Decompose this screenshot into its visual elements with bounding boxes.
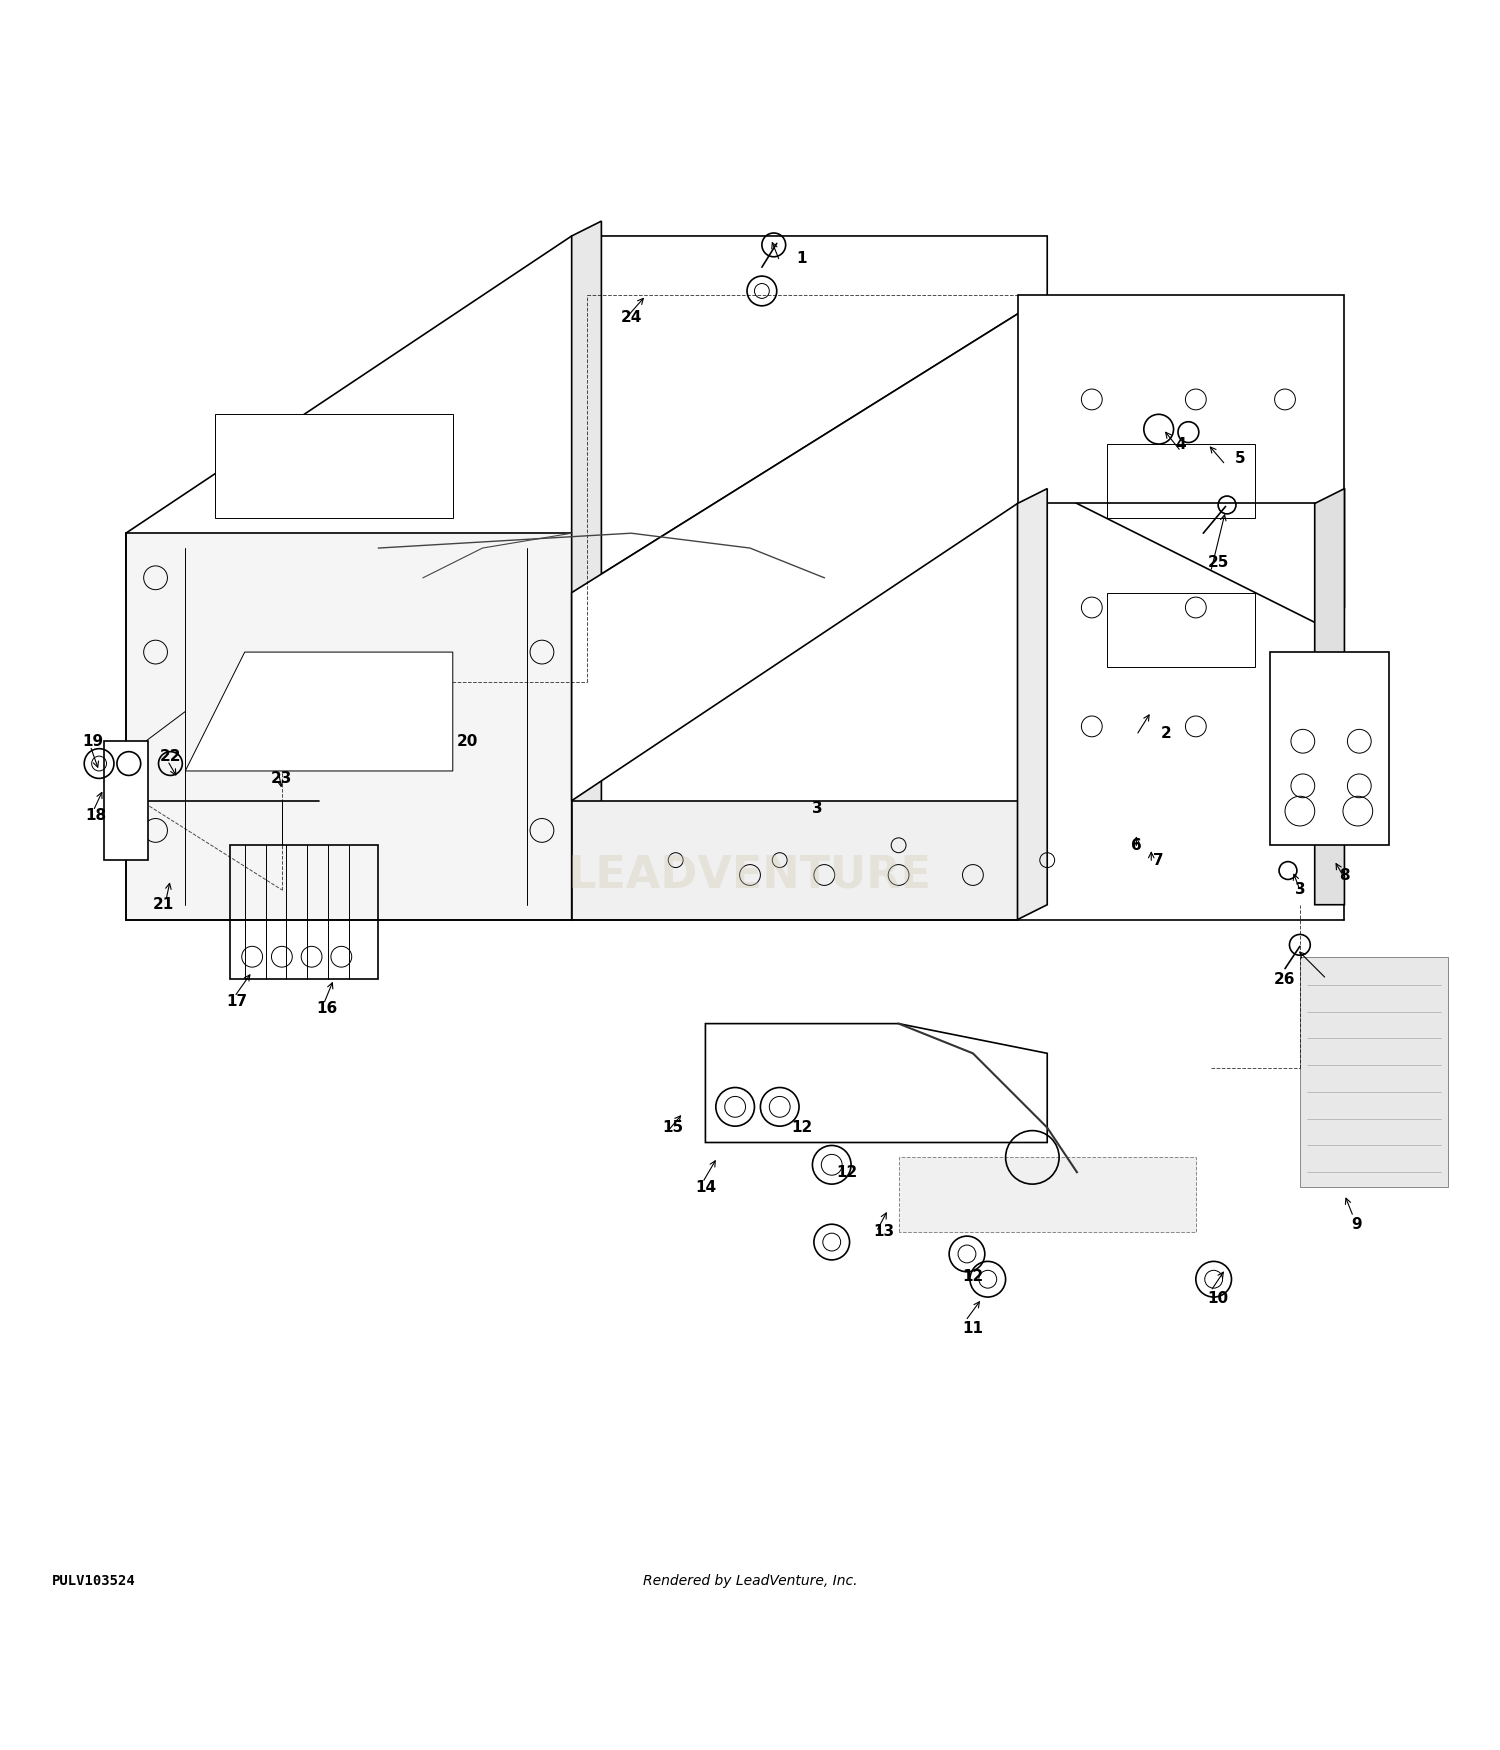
Text: 17: 17	[226, 994, 248, 1008]
Text: 8: 8	[1340, 868, 1350, 882]
Text: 12: 12	[963, 1269, 984, 1284]
Text: 25: 25	[1208, 555, 1228, 570]
Text: 4: 4	[1176, 436, 1186, 452]
Text: 1: 1	[796, 250, 807, 266]
Text: 3: 3	[1294, 882, 1305, 898]
Text: 26: 26	[1274, 971, 1296, 987]
Polygon shape	[705, 1024, 1047, 1143]
Bar	[230, 845, 378, 978]
Bar	[1107, 444, 1256, 518]
Polygon shape	[1270, 653, 1389, 845]
Text: 14: 14	[694, 1180, 715, 1195]
Text: 12: 12	[836, 1166, 856, 1180]
Text: 2: 2	[1161, 726, 1172, 742]
Text: 3: 3	[812, 800, 822, 816]
Text: 13: 13	[873, 1225, 894, 1239]
Polygon shape	[572, 802, 1017, 919]
Text: 11: 11	[963, 1321, 984, 1335]
Text: 6: 6	[1131, 838, 1142, 852]
Polygon shape	[572, 220, 602, 919]
Polygon shape	[572, 296, 1344, 802]
Polygon shape	[1017, 488, 1047, 919]
Text: 10: 10	[1208, 1292, 1228, 1306]
Text: 7: 7	[1154, 852, 1164, 868]
Text: LEADVENTURE: LEADVENTURE	[568, 854, 932, 896]
Text: 16: 16	[316, 1001, 338, 1017]
Text: 22: 22	[159, 749, 182, 763]
Polygon shape	[186, 653, 453, 772]
Polygon shape	[1314, 488, 1344, 905]
Polygon shape	[126, 236, 1047, 593]
Polygon shape	[104, 742, 148, 861]
Text: 18: 18	[86, 808, 106, 822]
Text: 15: 15	[662, 1120, 684, 1136]
Text: 23: 23	[272, 772, 292, 786]
Text: 19: 19	[82, 733, 104, 749]
Text: 5: 5	[1234, 452, 1245, 467]
Polygon shape	[898, 1157, 1196, 1232]
Text: PULV103524: PULV103524	[51, 1573, 135, 1587]
Text: 9: 9	[1352, 1216, 1362, 1232]
Text: 24: 24	[621, 310, 642, 326]
Text: Rendered by LeadVenture, Inc.: Rendered by LeadVenture, Inc.	[642, 1573, 858, 1587]
Polygon shape	[214, 415, 453, 518]
Text: 12: 12	[792, 1120, 813, 1136]
Polygon shape	[1300, 957, 1449, 1186]
Text: 20: 20	[458, 733, 478, 749]
Text: 21: 21	[153, 898, 174, 912]
Bar	[1107, 593, 1256, 667]
Polygon shape	[126, 534, 572, 919]
Polygon shape	[1017, 296, 1344, 504]
